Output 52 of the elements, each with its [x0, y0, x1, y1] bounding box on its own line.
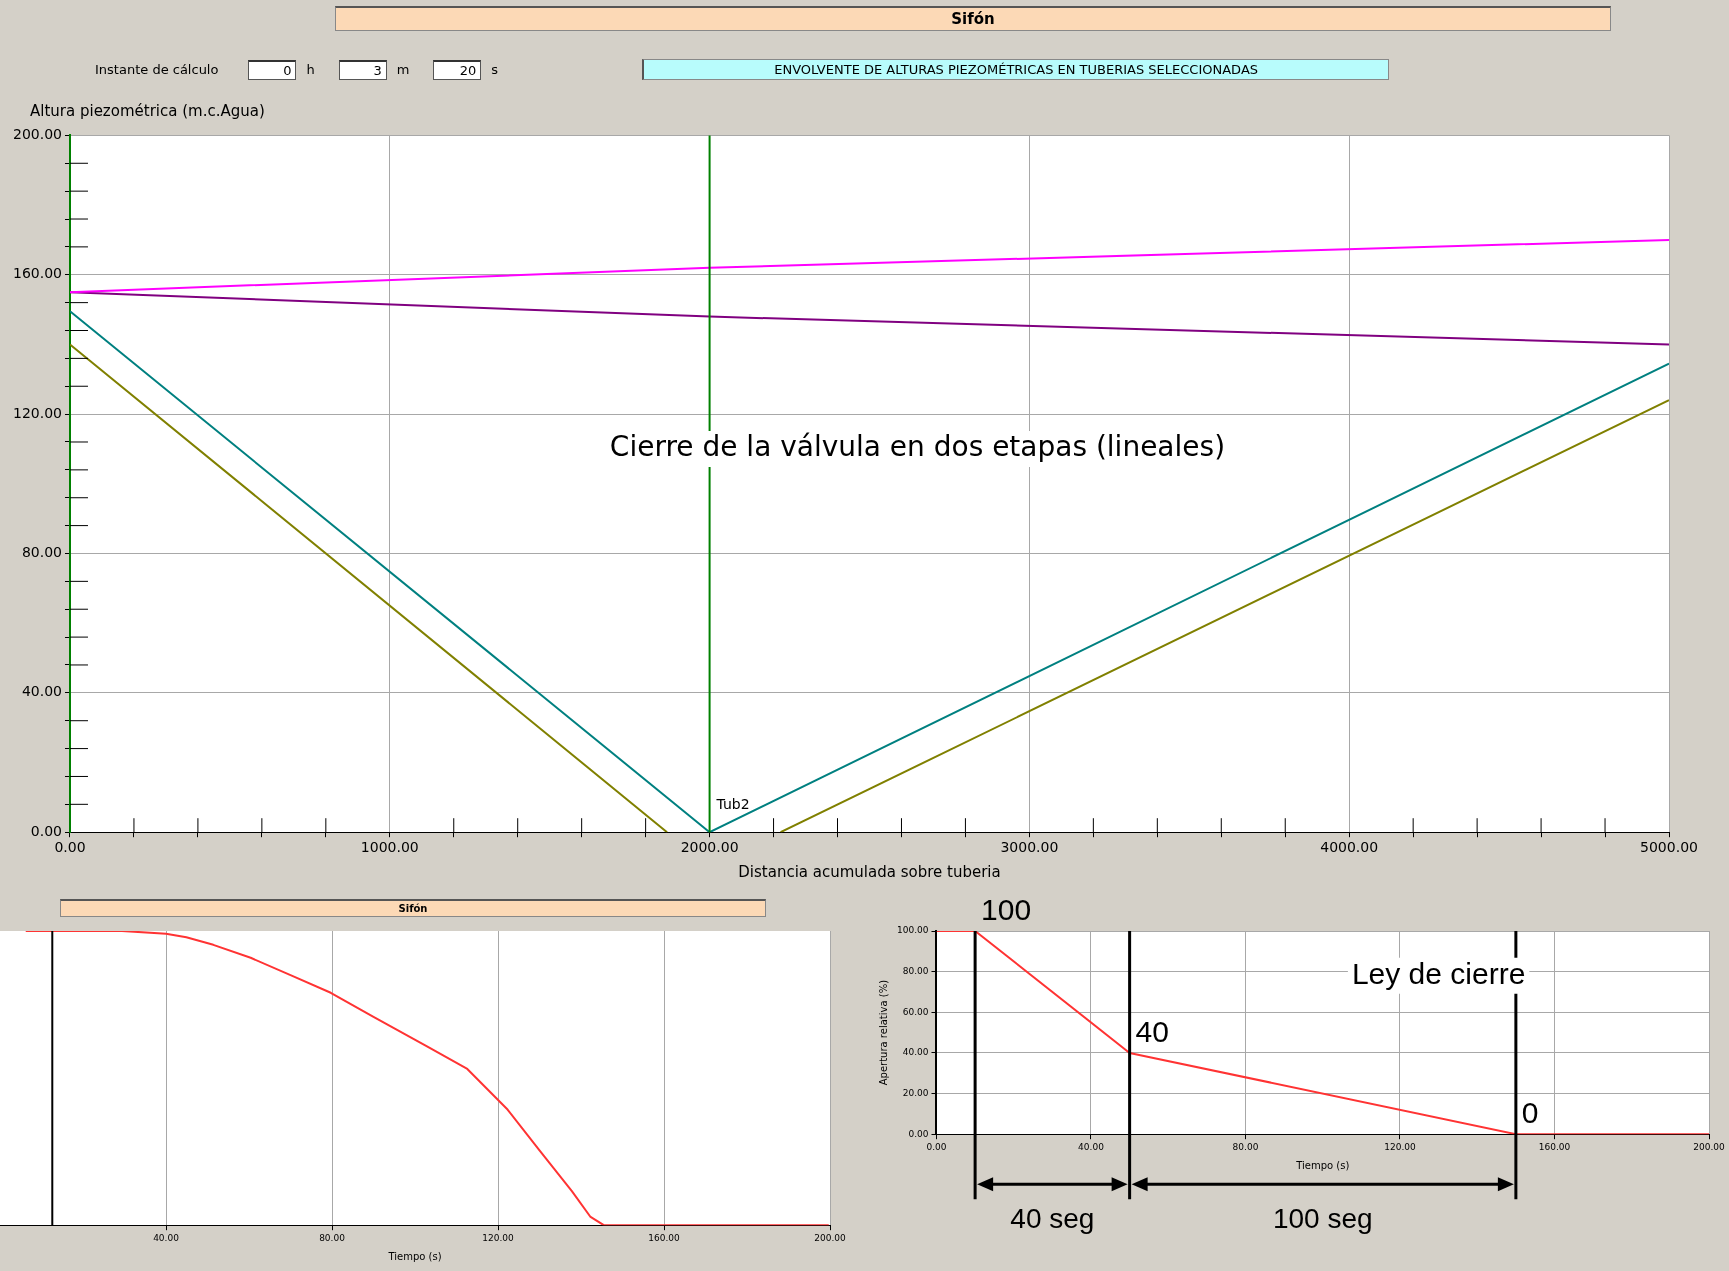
x-tick-label: 3000.00	[1000, 839, 1059, 856]
text: 100 seg	[1272, 1202, 1373, 1234]
annotation: Cierre de la válvula en dos etapas (lineales)	[609, 430, 1226, 464]
text: 40 seg	[1010, 1202, 1095, 1234]
x-tick-label: 160.00	[1538, 1141, 1571, 1152]
ref-line-label: Tub2	[715, 795, 750, 812]
y-tick-label: 0.00	[908, 1128, 929, 1139]
y-tick-label: 100.00	[896, 925, 929, 936]
x-tick-label: 40.00	[1078, 1141, 1105, 1152]
x-tick-label: 2000.00	[680, 839, 739, 856]
x-tick-label: 200.00	[1693, 1141, 1726, 1152]
y-tick-label: 0.00	[30, 822, 62, 839]
annotation: 40	[1135, 1015, 1169, 1049]
x-tick-label: 160.00	[648, 1232, 681, 1243]
y-tick-label: 160.00	[12, 265, 62, 282]
y-tick-label: 80.00	[21, 544, 62, 561]
x-tick-label: 1000.00	[360, 839, 419, 856]
text: s	[491, 62, 499, 77]
x-tick-label: 80.00	[1232, 1141, 1259, 1152]
x-tick-label: 200.00	[814, 1232, 847, 1243]
x-tick-label: 120.00	[482, 1232, 515, 1243]
x-tick-label: 0.00	[926, 1141, 947, 1152]
x-axis-title: Distancia acumulada sobre tuberia	[738, 862, 1001, 881]
y-tick-label: 40.00	[902, 1047, 929, 1058]
y-tick-label: 120.00	[12, 404, 62, 421]
chart-title: Sifón	[60, 899, 766, 917]
chart-title: Sifón	[335, 6, 1611, 31]
y-tick-label: 80.00	[902, 965, 929, 976]
x-tick-label: 0.00	[54, 839, 86, 856]
annotation: 100	[981, 893, 1032, 927]
text: Instante de cálculo	[95, 62, 219, 77]
x-tick-label: 4000.00	[1320, 839, 1379, 856]
annotation: Ley de cierre	[1351, 956, 1526, 990]
x-tick-label: 40.00	[153, 1232, 180, 1243]
y-axis-title: Apertura relativa (%)	[877, 979, 889, 1086]
y-tick-label: 40.00	[21, 683, 62, 700]
annotation: 0	[1521, 1096, 1539, 1130]
y-tick-label: 20.00	[902, 1087, 929, 1098]
x-tick-label: 5000.00	[1640, 839, 1698, 856]
chart-subtitle: ENVOLVENTE DE ALTURAS PIEZOMÉTRICAS EN TUBERIAS SELECCIONADAS	[642, 59, 1390, 80]
x-axis-title: Tiempo (s)	[387, 1250, 442, 1262]
x-tick-label: 80.00	[319, 1232, 346, 1243]
y-axis-title: Altura piezométrica (m.c.Agua)	[30, 102, 266, 120]
x-tick-label: 120.00	[1384, 1141, 1417, 1152]
x-axis-title: Tiempo (s)	[1295, 1159, 1350, 1171]
text: 0	[248, 59, 297, 80]
text: m	[396, 62, 410, 77]
y-tick-label: 200.00	[12, 126, 62, 143]
text: 20	[433, 59, 482, 80]
text: h	[306, 62, 315, 77]
text: 3	[338, 59, 387, 80]
y-tick-label: 60.00	[902, 1006, 929, 1017]
